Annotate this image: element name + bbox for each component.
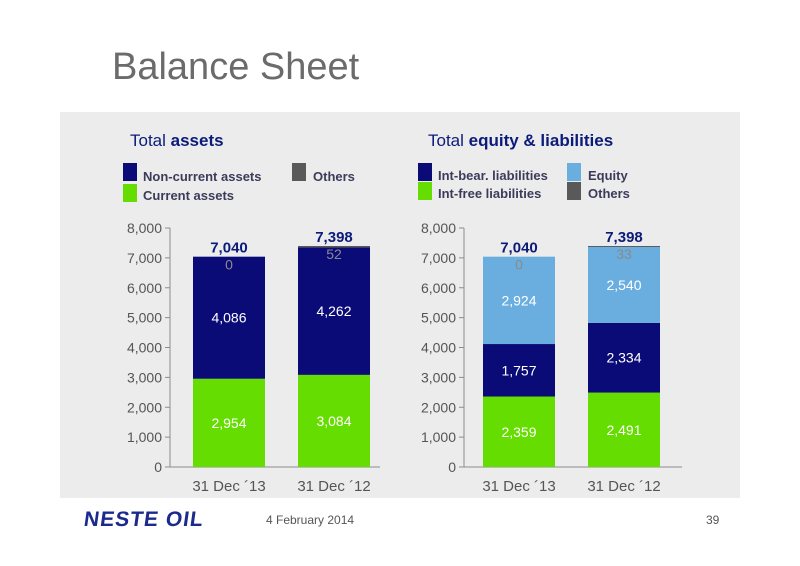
data-label: 3,084 — [316, 413, 351, 429]
total-label: 7,040 — [210, 240, 248, 257]
y-tick-label: 7,000 — [421, 250, 456, 266]
y-tick-label: 8,000 — [421, 220, 456, 236]
legend-label-int-free-liabilities: Int-free liabilities — [438, 186, 542, 201]
assets-chart-title: Total assets — [130, 131, 224, 151]
y-tick-label: 2,000 — [421, 399, 456, 415]
x-category-label: 31 Dec ´12 — [587, 478, 660, 495]
y-tick-label: 1,000 — [421, 429, 456, 445]
data-label: 1,757 — [501, 362, 536, 378]
y-tick-label: 5,000 — [127, 310, 162, 326]
x-category-label: 31 Dec ´12 — [297, 478, 370, 495]
bar-segment-others — [588, 245, 660, 247]
data-label: 33 — [616, 246, 632, 262]
bar-segment-int-free-liabilities — [588, 392, 660, 467]
data-label: 2,954 — [211, 415, 246, 431]
y-tick-label: 4,000 — [127, 340, 162, 356]
y-tick-label: 7,000 — [127, 250, 162, 266]
legend-swatch-int-bear-liabilities — [418, 163, 432, 181]
y-tick-label: 2,000 — [127, 399, 162, 415]
bar-segment-non-current-assets — [193, 256, 265, 379]
liabilities-chart: 0 1,000 2,000 3,000 4,000 5,000 6,000 7,000 8,00… — [421, 220, 682, 495]
assets-chart-title-prefix: Total — [130, 131, 171, 150]
bar-segment-others — [298, 245, 370, 248]
liabilities-chart-title: Total equity & liabilities — [428, 131, 613, 151]
page-title: Balance Sheet — [112, 46, 360, 88]
data-label: 2,359 — [501, 424, 536, 440]
legend-swatch-others-liabilities — [567, 182, 581, 200]
bar-segment-int-free-liabilities — [483, 396, 555, 467]
y-tick-label: 4,000 — [421, 340, 456, 356]
neste-oil-logo: NESTE OIL — [82, 508, 206, 531]
y-tick-label: 0 — [154, 459, 162, 475]
x-category-label: 31 Dec ´13 — [482, 478, 555, 495]
y-tick-label: 1,000 — [127, 429, 162, 445]
data-label: 2,924 — [501, 292, 536, 308]
assets-chart-title-bold: assets — [170, 131, 224, 150]
legend-label-equity: Equity — [588, 168, 628, 183]
legend-swatch-int-free-liabilities — [418, 182, 432, 200]
y-tick-label: 5,000 — [421, 310, 456, 326]
y-tick-label: 0 — [448, 459, 456, 475]
legend-label-int-bear-liabilities: Int-bear. liabilities — [438, 168, 548, 183]
legend-swatch-equity — [567, 163, 581, 181]
y-tick-label: 8,000 — [127, 220, 162, 236]
page-number: 39 — [706, 513, 720, 527]
y-tick-label: 3,000 — [421, 369, 456, 385]
bar-segment-current-assets — [298, 374, 370, 467]
footer-date: 4 February 2014 — [266, 513, 355, 527]
legend-swatch-non-current-assets — [123, 163, 137, 181]
bar-segment-int-bear-liabilities — [483, 344, 555, 397]
legend-swatch-current-assets — [123, 184, 137, 202]
total-label: 7,040 — [500, 240, 538, 257]
total-label: 7,398 — [605, 229, 643, 246]
data-label: 4,262 — [316, 303, 351, 319]
assets-chart: 0 1,000 2,000 3,000 4,000 5,000 6,000 7,000 8,00… — [127, 220, 380, 495]
y-tick-label: 3,000 — [127, 369, 162, 385]
data-label: 0 — [515, 257, 523, 273]
bar-segment-non-current-assets — [298, 247, 370, 375]
bar-segment-int-bear-liabilities — [588, 322, 660, 393]
data-label: 2,334 — [606, 350, 641, 366]
legend-label-others-assets: Others — [313, 169, 355, 184]
y-tick-label: 6,000 — [421, 280, 456, 296]
bar-segment-current-assets — [193, 378, 265, 467]
data-label: 0 — [225, 257, 233, 273]
liabilities-chart-title-bold: equity & liabilities — [468, 131, 614, 150]
data-label: 2,491 — [606, 422, 641, 438]
bar-segment-equity — [483, 256, 555, 345]
data-label: 52 — [326, 246, 342, 262]
legend-swatch-others-assets — [292, 163, 306, 181]
legend-label-others-liabilities: Others — [588, 186, 630, 201]
liabilities-chart-title-prefix: Total — [428, 131, 469, 150]
legend-label-non-current-assets: Non-current assets — [143, 169, 262, 184]
y-tick-label: 6,000 — [127, 280, 162, 296]
data-label: 2,540 — [606, 277, 641, 293]
legend-label-current-assets: Current assets — [143, 188, 235, 203]
total-label: 7,398 — [315, 229, 353, 246]
data-label: 4,086 — [211, 310, 246, 326]
bar-segment-equity — [588, 246, 660, 323]
x-category-label: 31 Dec ´13 — [192, 478, 265, 495]
